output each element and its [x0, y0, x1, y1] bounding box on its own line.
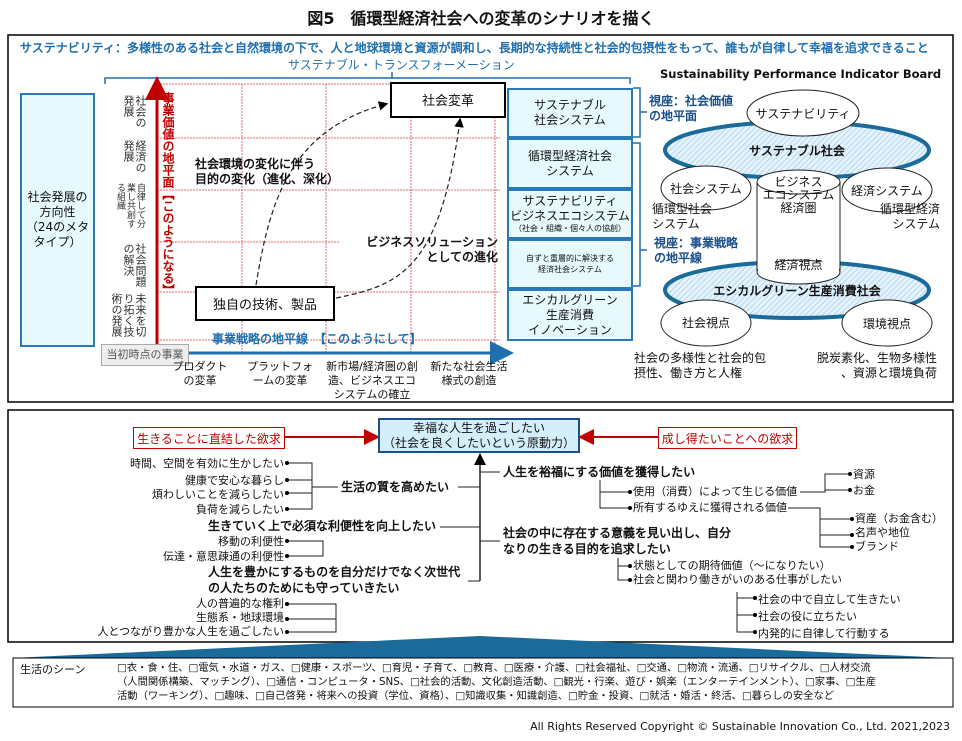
vlabel-technology: 未来を切り拓く技術の発展 — [110, 293, 147, 337]
wealth-label: 人生を裕福にする価値を獲得したい — [503, 465, 696, 479]
scenes-chevron — [12, 636, 950, 658]
center-goal-box: 幸福な人生を過ごしたい （社会を良くしたいという原動力） — [378, 418, 580, 453]
purpose-item-expectation: 状態としての期待価値（～になりたい） — [633, 559, 831, 572]
x-label-platform: プラットフォ ームの変革 — [247, 360, 313, 387]
board-title: Sustainability Performance Indicator Boa… — [660, 67, 942, 81]
path-arrow-purpose — [255, 101, 389, 286]
vlabel-economic: 経済の発展 — [122, 140, 147, 173]
need-tree — [287, 453, 852, 633]
economic-system-label: 経済システム — [851, 183, 923, 198]
copyright: All Rights Reserved Copyright © Sustaina… — [530, 720, 950, 733]
y-axis-label: 事業価値の地平面【このようになる】 — [161, 92, 175, 296]
convenience-label: 生きていく上で必須な利便性を向上したい — [208, 519, 437, 533]
quality-label: 生活の質を高めたい — [341, 480, 450, 494]
social-system-label: 社会システム — [670, 181, 742, 196]
circular-economy-label: 循環型経済 システム — [879, 202, 940, 231]
bracket-business — [633, 142, 647, 287]
rc-business-ecosystem: サステナビリティ ビジネスエコシステム （社会・組織・個々人の協創） — [507, 189, 633, 239]
purpose-label: 社会の中に存在する意義を見い出し、自分 なりの生きる目的を追求したい — [503, 526, 732, 556]
purpose-item-work: 社会と関わり働きがいのある仕事がしたい — [633, 573, 842, 586]
origin-label: 当初時点の事業 — [101, 344, 189, 366]
vlabel-social: 社会の発展 — [122, 95, 147, 128]
ethical-society-label: エシカルグリーン生産消費社会 — [713, 283, 881, 298]
environment-view-label: 環境視点 — [862, 316, 911, 331]
viewpoint-social: 視座：社会価値 の地平面 — [649, 94, 734, 123]
path-arrow-solution — [335, 117, 464, 299]
protect-label: 人生を豊かにするものを自分だけでなく次世代 の人たちのためにも守っていきたい — [208, 565, 461, 595]
upper-frame — [7, 34, 954, 403]
wealth-own: 所有するゆえに獲得される価値 — [633, 501, 787, 514]
social-view-label: 社会視点 — [681, 315, 730, 330]
path-label-purpose: 社会環境の変化に伴う 目的の変化（進化、深化） — [195, 157, 340, 186]
convenience-items: 移動の利便性 伝達・意思疎通の利便性 — [163, 535, 284, 563]
viewpoint-business: 視座：事業戦略 の地平線 — [654, 236, 739, 265]
purpose-sub-items: 社会の中で自立して生きたい 社会の役に立ちたい 内発的に自律して行動する — [758, 593, 901, 640]
ecosystem-label: ビジネス エコシステム 経済圏 — [762, 175, 835, 215]
transformation-label: サステナブル・トランスフォーメーション — [288, 58, 515, 72]
page-title: 図5 循環型経済社会への変革のシナリオを描く — [307, 9, 655, 28]
x-axis-label: 事業戦略の地平線 【このようにして】 — [212, 332, 422, 346]
development-direction-box: 社会発展の 方向性 （24のメタ タイプ） — [20, 93, 95, 347]
quality-items: 時間、空間を有効に生かしたい 健康で安心な暮らし 煩わしいことを減らしたい 負荷を減ら… — [130, 457, 284, 516]
circular-society-label: 循環型社会 システム — [652, 202, 713, 231]
sustainability-ellipse-label: サステナビリティ — [755, 106, 851, 121]
x-label-new-lifestyle: 新たな社会生活 様式の創造 — [430, 360, 508, 387]
rc-circular-economy-system: 循環型経済社会 システム — [507, 138, 633, 189]
transformation-bracket — [104, 72, 631, 84]
vlabel-social-problem: 社会問題の解決 — [122, 243, 147, 287]
wealth-use-items: 資源 お金 — [853, 468, 875, 497]
rc-sustainable-social-system: サステナブル 社会システム — [507, 88, 633, 138]
x-label-product: プロダクト の変革 — [172, 360, 228, 387]
scenes-frame — [12, 657, 954, 708]
bracket-social — [633, 87, 647, 138]
start-box-technology: 独自の技術、製品 — [195, 286, 335, 321]
wealth-own-items: 資産（お金含む） 名声や地位 ブランド — [855, 512, 943, 553]
goal-box-social-transformation: 社会変革 — [390, 82, 506, 118]
environment-note: 脱炭素化、生物多様性 、資源と環境負荷 — [816, 351, 937, 380]
life-scenes-label: 生活のシーン — [20, 663, 86, 676]
sustainability-statement: サステナビリティ：多様性のある社会と自然環境の下で、人と地球環境と資源が調和し、… — [20, 41, 929, 55]
left-need-box: 生きることに直結した欲求 — [133, 427, 285, 449]
ecosystem-cylinder — [756, 169, 841, 285]
right-need-box: 成し得たいことへの欲求 — [658, 427, 797, 449]
sustainable-society-label: サステナブル社会 — [749, 143, 845, 158]
path-label-solution: ビジネスソリューション としての進化 — [366, 235, 498, 264]
vlabel-organization: 自律して分業し共創する組織 — [115, 183, 145, 228]
life-scenes-list: □衣・食・住、□電気・水道・ガス、□健康・スポーツ、□育児・子育て、□教育、□医… — [117, 662, 876, 702]
rc-self-solving-system: 自ずと重層的に解決する 経済社会システム — [507, 239, 633, 289]
x-label-new-market: 新市場/経済圏の創 造、ビジネスエコ システムの確立 — [326, 360, 418, 401]
wealth-use: 使用（消費）によって生じる価値 — [633, 485, 798, 498]
social-note: 社会の多様性と社会的包 摂性、働き方と人権 — [634, 351, 767, 380]
rc-ethical-green-innovation: エシカルグリーン 生産消費 イノベーション — [507, 289, 633, 341]
economic-view-label: 経済視点 — [774, 257, 823, 272]
protect-items: 人の普遍的な権利 生態系・地球環境 人とつながり豊かな人生を過ごしたい — [97, 597, 284, 638]
